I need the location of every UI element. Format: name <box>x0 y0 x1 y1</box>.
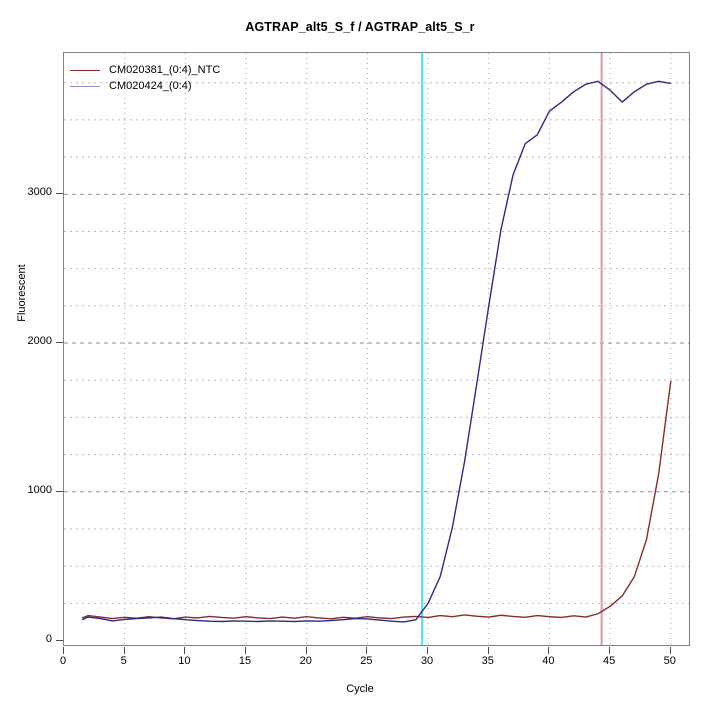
x-tick-label: 10 <box>178 655 191 667</box>
plot-canvas <box>64 53 689 645</box>
vertical-marker-lines <box>421 53 603 645</box>
legend: CM020381_(0:4)_NTC CM020424_(0:4) <box>70 62 220 94</box>
x-tick-mark <box>123 647 125 654</box>
y-tick-label: 1000 <box>27 483 52 496</box>
x-tick-mark <box>63 647 64 654</box>
y-tick-mark <box>56 193 63 195</box>
x-tick-mark <box>609 647 611 654</box>
x-tick-label: 50 <box>663 655 676 667</box>
x-tick-mark <box>184 647 186 654</box>
y-axis-label: Fluorescent <box>16 264 28 322</box>
x-tick-label: 30 <box>420 655 434 667</box>
legend-item-label: CM020424_(0:4) <box>109 80 192 92</box>
series-line-0 <box>81 380 672 620</box>
x-tick-label: 5 <box>120 655 127 667</box>
x-axis-label: Cycle <box>346 683 374 695</box>
x-tick-label: 45 <box>602 655 616 667</box>
x-tick-mark <box>427 647 429 654</box>
y-tick-label: 3000 <box>27 186 52 199</box>
series-line-1 <box>81 80 671 623</box>
x-tick-mark <box>548 647 550 654</box>
x-tick-mark <box>305 647 307 654</box>
y-tick-mark <box>56 639 63 641</box>
x-tick-label: 40 <box>542 655 555 667</box>
x-tick-label: 20 <box>299 655 312 667</box>
x-tick-label: 25 <box>360 655 373 667</box>
x-tick-mark <box>245 647 247 654</box>
x-tick-mark <box>669 647 671 654</box>
y-tick-mark <box>56 342 63 344</box>
legend-item-label: CM020381_(0:4)_NTC <box>109 64 221 76</box>
legend-item[interactable]: CM020424_(0:4) <box>70 78 220 94</box>
x-tick-label: 15 <box>238 655 252 667</box>
x-tick-mark <box>487 647 489 654</box>
grid-lines <box>64 53 689 645</box>
legend-item[interactable]: CM020381_(0:4)_NTC <box>70 62 220 78</box>
x-tick-label: 35 <box>481 655 494 667</box>
y-tick-label: 2000 <box>27 335 52 348</box>
x-tick-mark <box>366 647 368 654</box>
page-title: AGTRAP_alt5_S_f / AGTRAP_alt5_S_r <box>245 20 475 34</box>
legend-color-swatch <box>70 69 100 71</box>
y-tick-label: 0 <box>45 632 52 645</box>
x-tick-label: 0 <box>59 655 67 667</box>
legend-color-swatch <box>70 85 100 87</box>
plot-area <box>63 52 690 646</box>
y-tick-mark <box>56 490 63 492</box>
data-series-group <box>81 80 672 623</box>
